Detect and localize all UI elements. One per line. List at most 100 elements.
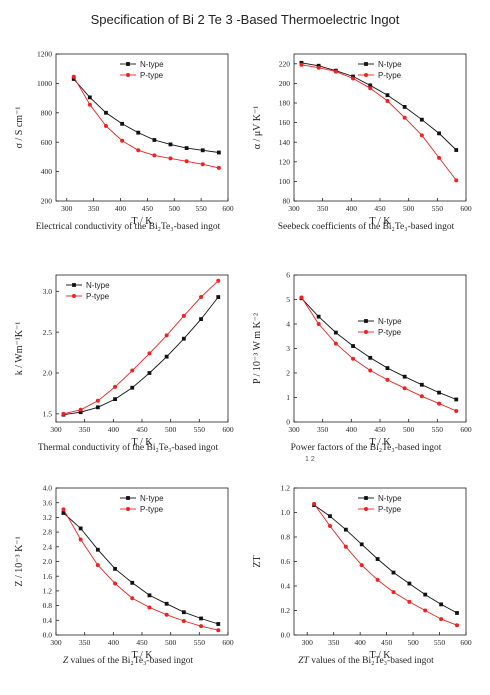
y-tick-label: 1.5	[43, 409, 53, 418]
caption-symbol: Z	[62, 656, 69, 666]
y-tick-label: 160	[279, 118, 291, 127]
data-point-p-type	[385, 99, 390, 104]
x-tick-label: 550	[432, 425, 444, 434]
y-tick-label: 1000	[37, 79, 52, 88]
y-tick-label: 120	[279, 157, 291, 166]
x-tick-label: 550	[194, 425, 206, 434]
y-tick-label: 80	[283, 197, 291, 206]
x-tick-label: 600	[222, 638, 234, 647]
data-point-p-type	[78, 537, 83, 542]
data-point-p-type	[407, 599, 412, 604]
data-point-p-type	[61, 411, 66, 416]
data-point-n-type	[87, 95, 92, 100]
chart-caption: Power factors of the Bi₂Te₃-based ingot	[246, 443, 486, 453]
data-point-n-type	[385, 366, 390, 370]
y-tick-label: 0.4	[43, 616, 53, 625]
data-point-p-type	[437, 155, 442, 160]
data-point-n-type	[419, 117, 424, 122]
x-tick-label: 300	[288, 204, 300, 213]
y-tick-label: 3.2	[43, 513, 53, 522]
series-line-n-type	[301, 297, 457, 400]
y-tick-label: 2.8	[43, 528, 53, 537]
data-point-n-type	[407, 581, 412, 586]
x-tick-label: 400	[346, 425, 358, 434]
data-point-n-type	[130, 580, 135, 585]
y-tick-label: 0.0	[43, 631, 53, 640]
x-tick-label: 300	[302, 638, 314, 647]
data-point-p-type	[113, 581, 118, 586]
y-axis-title: ZT	[252, 555, 263, 567]
y-tick-label: 2	[286, 369, 290, 378]
data-point-n-type	[328, 514, 332, 519]
data-point-n-type	[454, 397, 459, 402]
caption-text: Power factors of the Bi₂Te₃-based ingot	[290, 443, 442, 453]
y-tick-label: 6	[286, 271, 290, 280]
data-point-p-type	[402, 386, 407, 391]
x-axis-title: T / K	[370, 437, 392, 448]
data-point-p-type	[181, 619, 186, 624]
y-tick-label: 600	[41, 138, 53, 147]
data-point-n-type	[343, 527, 348, 532]
x-tick-label: 300	[50, 425, 62, 434]
chart-svg: 300 350 400 450 500 550 600 200 400 600 800 1000 120…	[14, 50, 234, 227]
legend-label: P-type	[86, 292, 110, 301]
chart-caption: ZT values of the Bi₂Te₃-based ingot	[246, 656, 486, 666]
y-tick-label: 2.0	[43, 369, 53, 378]
data-point-p-type	[368, 86, 373, 91]
data-point-n-type	[199, 317, 203, 321]
x-tick-label: 400	[108, 425, 120, 434]
data-point-p-type	[439, 617, 444, 622]
x-tick-label: 450	[142, 204, 154, 213]
legend-label: N-type	[140, 494, 164, 503]
x-tick-label: 600	[222, 204, 234, 213]
legend-marker	[72, 283, 76, 287]
y-tick-label: 1200	[37, 50, 52, 59]
y-axis-title: P / 10⁻³ W m K⁻²	[252, 313, 263, 384]
legend-label: P-type	[378, 505, 402, 514]
data-point-n-type	[402, 374, 407, 379]
stray-mark: 1 2	[305, 456, 315, 463]
caption-text: Thermal conductivity of the Bi₂Te₃-based…	[37, 443, 219, 453]
data-point-p-type	[199, 295, 204, 300]
data-point-n-type	[152, 138, 157, 142]
data-point-p-type	[385, 377, 390, 382]
data-point-p-type	[312, 501, 317, 506]
data-point-n-type	[216, 622, 221, 626]
x-tick-label: 600	[222, 425, 234, 434]
x-tick-label: 550	[432, 204, 444, 213]
data-point-p-type	[216, 278, 221, 283]
data-point-p-type	[454, 408, 459, 413]
data-point-p-type	[216, 165, 221, 170]
data-point-n-type	[216, 295, 221, 299]
series-line-n-type	[73, 78, 219, 153]
data-point-n-type	[375, 557, 380, 561]
legend-marker	[364, 319, 368, 323]
x-tick-label: 400	[115, 204, 127, 213]
data-point-p-type	[359, 563, 364, 568]
data-point-p-type	[181, 313, 186, 318]
data-point-p-type	[391, 590, 396, 595]
caption-text: values of the Bi₂Te₃-based ingot	[68, 656, 194, 666]
data-point-p-type	[316, 322, 321, 326]
y-axis-title: Z / 10⁻³ K⁻¹	[14, 536, 25, 586]
data-point-p-type	[168, 156, 173, 161]
series-line-n-type	[63, 296, 219, 416]
data-point-p-type	[147, 605, 152, 610]
data-point-n-type	[437, 390, 441, 395]
chart-caption: Seebeck coefficients of the Bi₂Te₃-based…	[246, 222, 486, 232]
y-axis-title: α / μV K⁻¹	[252, 106, 263, 149]
data-point-n-type	[359, 542, 364, 547]
data-point-n-type	[136, 130, 141, 135]
x-tick-label: 400	[108, 638, 120, 647]
x-tick-label: 500	[169, 204, 181, 213]
legend: N-type P-type	[358, 317, 402, 337]
data-point-p-type	[327, 523, 332, 528]
legend-marker	[126, 73, 130, 77]
data-point-n-type	[147, 593, 152, 598]
data-point-n-type	[113, 566, 117, 571]
legend-label: P-type	[378, 71, 402, 80]
x-tick-label: 300	[288, 425, 300, 434]
y-tick-label: 2.4	[43, 542, 53, 551]
data-point-p-type	[95, 398, 100, 403]
chart-panel-zt-values: 300 350 400 450 500 550 600 0.0 0.2 0.4 0.6 0.8 1.0 1…	[246, 480, 486, 695]
